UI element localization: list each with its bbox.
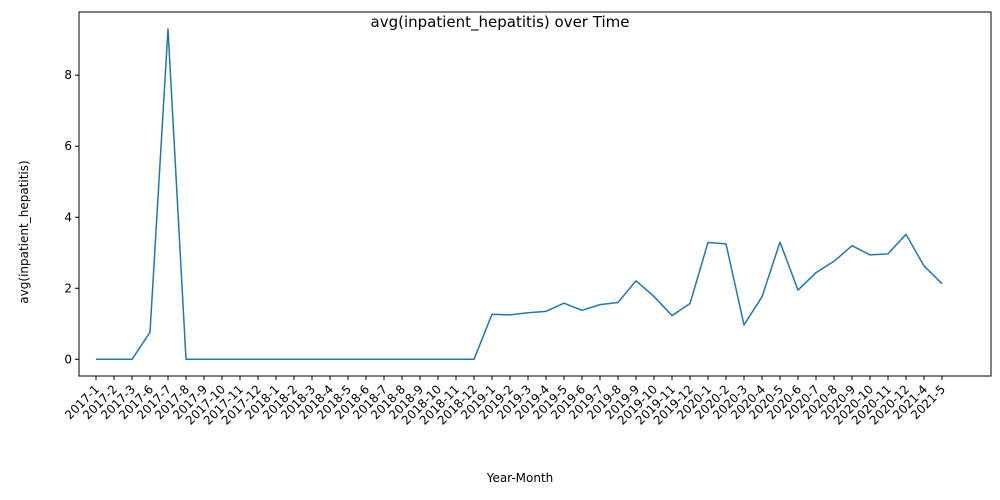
y-tick-label: 6	[64, 139, 72, 153]
y-tick-label: 0	[64, 352, 72, 366]
x-axis-ticks: 2017-12017-22017-32017-62017-72017-82017…	[62, 376, 948, 428]
plot-area	[96, 28, 943, 361]
y-tick-label: 8	[64, 68, 72, 82]
y-tick-label: 2	[64, 281, 72, 295]
y-tick-label: 4	[64, 210, 72, 224]
plot-frame	[78, 11, 992, 377]
x-axis-label: Year-Month	[486, 471, 554, 485]
series-line	[96, 28, 943, 361]
y-axis-label: avg(inpatient_hepatitis)	[17, 160, 31, 303]
chart-title: avg(inpatient_hepatitis) over Time	[371, 13, 630, 32]
y-axis-ticks: 0 2 4 6 8	[64, 68, 79, 366]
